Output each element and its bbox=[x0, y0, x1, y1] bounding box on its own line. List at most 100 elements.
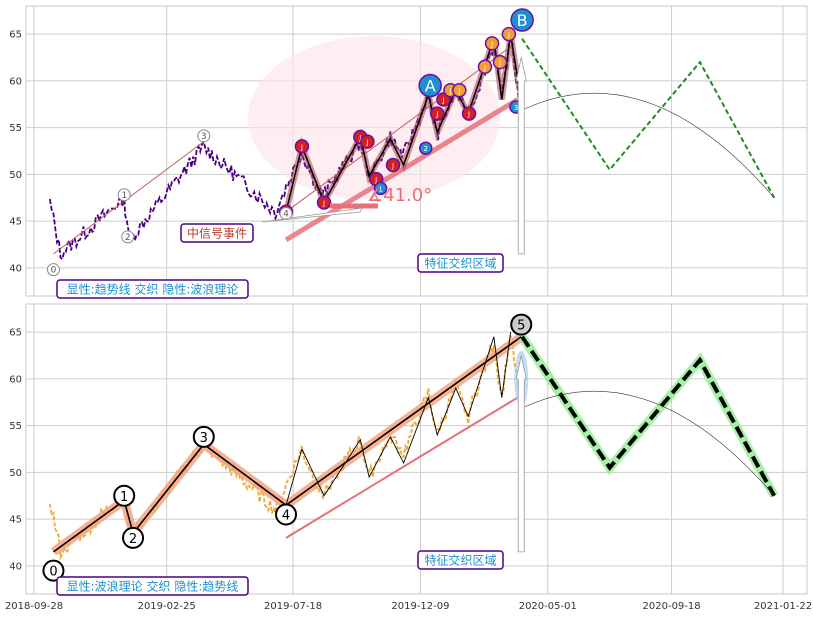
event-label-frame bbox=[180, 223, 254, 243]
big-marker-label: A bbox=[425, 77, 436, 96]
big-marker-a bbox=[418, 73, 442, 98]
wave-marker: J bbox=[484, 36, 500, 51]
wave-point-label: 4 bbox=[283, 209, 289, 219]
wave-marker-glyph: J bbox=[365, 139, 368, 147]
forecast-arc bbox=[524, 390, 775, 496]
y-tick-label: 50 bbox=[9, 468, 22, 479]
y-tick-label: 40 bbox=[9, 263, 22, 274]
wave-marker-dot bbox=[501, 26, 517, 42]
event-arrow bbox=[261, 207, 363, 223]
y-tick-label: 60 bbox=[9, 374, 22, 385]
wave-marker-dot bbox=[429, 106, 445, 121]
wave-marker: J bbox=[477, 59, 493, 75]
wave-marker-dot bbox=[316, 195, 332, 210]
corner-label: 显性:波浪理论 交织 隐性:趋势线 bbox=[67, 579, 239, 594]
wave-marker-glyph: J bbox=[457, 87, 460, 95]
signal-arrow bbox=[515, 57, 527, 255]
zone-label-frame bbox=[417, 550, 504, 570]
wave-marker: J bbox=[501, 26, 517, 42]
zigzag-line bbox=[285, 332, 512, 506]
wave-marker-glyph: J bbox=[483, 64, 486, 72]
wave-point-label: 2 bbox=[125, 233, 131, 243]
blue-wave-marker-label: 3 bbox=[514, 104, 518, 112]
y-tick-label: 40 bbox=[9, 561, 22, 572]
wave-marker-dot bbox=[452, 82, 467, 98]
wave-marker-glyph: J bbox=[467, 111, 470, 119]
wave-marker: J bbox=[452, 82, 467, 98]
wave-marker: J bbox=[360, 134, 375, 149]
wave-point-label: 1 bbox=[120, 490, 128, 505]
blue-wave-marker bbox=[373, 181, 388, 196]
angle-annotation: ∡41.0° bbox=[367, 185, 432, 206]
upper-trendline-2 bbox=[285, 43, 516, 213]
wave-marker-glyph: J bbox=[374, 176, 377, 184]
x-tick-label: 2020-09-18 bbox=[643, 601, 701, 612]
wave-marker: J bbox=[429, 106, 445, 121]
y-tick-label: 50 bbox=[9, 170, 22, 181]
wave-marker-dot bbox=[492, 54, 508, 70]
y-tick-label: 45 bbox=[9, 217, 22, 228]
y-tick-label: 45 bbox=[9, 515, 22, 526]
wave-marker-glyph: J bbox=[507, 31, 510, 39]
wave-point-label: 0 bbox=[49, 565, 57, 580]
wave-marker-glyph: J bbox=[441, 97, 444, 105]
panel-top: 404550556065JJJJJJJJJJJJJJJJ123AB01234∡4… bbox=[9, 5, 808, 299]
wave-marker: J bbox=[492, 54, 508, 70]
zone-label-box: 特征交织区域 bbox=[417, 550, 504, 570]
x-tick-label: 2019-07-18 bbox=[264, 601, 322, 612]
wave-point-4 bbox=[275, 503, 298, 526]
wave-point-label: 3 bbox=[200, 431, 208, 446]
wave-line bbox=[52, 336, 522, 553]
wave-marker: J bbox=[294, 139, 310, 154]
corner-label-frame bbox=[56, 279, 249, 299]
x-tick-label: 2019-12-09 bbox=[391, 601, 449, 612]
x-tick-label: 2018-09-28 bbox=[5, 601, 63, 612]
y-tick-label: 55 bbox=[9, 421, 22, 432]
big-marker-label: B bbox=[517, 11, 528, 30]
wave-point-label: 1 bbox=[121, 191, 127, 201]
wave-point-label: 4 bbox=[282, 508, 290, 523]
wave-marker-dot bbox=[484, 36, 500, 51]
corner-label-box: 显性:波浪理论 交织 隐性:趋势线 bbox=[56, 576, 249, 596]
big-marker-b bbox=[510, 8, 534, 32]
wave-marker-glyph: J bbox=[322, 199, 325, 207]
zone-label: 特征交织区域 bbox=[424, 553, 496, 568]
wave-marker-dot bbox=[385, 157, 401, 173]
wave-marker-glyph: J bbox=[300, 143, 303, 151]
wave-marker-glyph: J bbox=[448, 87, 451, 95]
wave-marker: J bbox=[385, 157, 401, 173]
support-trendline bbox=[284, 97, 520, 243]
wave-point-0 bbox=[42, 559, 65, 582]
y-tick-label: 65 bbox=[9, 328, 22, 339]
wave-marker-dot bbox=[461, 106, 477, 121]
signal-arrow bbox=[515, 355, 527, 553]
event-label-box: 中信号事件 bbox=[180, 223, 254, 243]
wave-point-label: 0 bbox=[51, 266, 57, 276]
corner-label: 显性:趋势线 交织 隐性:波浪理论 bbox=[67, 282, 239, 297]
wave-point-1 bbox=[117, 188, 131, 202]
forecast-path bbox=[521, 38, 776, 199]
y-tick-label: 60 bbox=[9, 76, 22, 87]
wave-marker-glyph: J bbox=[498, 59, 501, 67]
wave-marker-glyph: J bbox=[490, 40, 493, 48]
blue-wave-marker-label: 1 bbox=[378, 185, 382, 193]
zone-label-frame bbox=[417, 253, 504, 273]
forecast-path bbox=[520, 335, 776, 497]
wave-marker: J bbox=[461, 106, 477, 121]
wave-marker: J bbox=[316, 195, 332, 210]
blue-wave-marker bbox=[418, 141, 433, 155]
x-tick-label: 2020-05-01 bbox=[519, 601, 577, 612]
wave-point-label: 5 bbox=[517, 319, 525, 334]
wave-marker-dot bbox=[360, 134, 375, 149]
wave-point-3 bbox=[192, 425, 215, 448]
wave-marker-glyph: J bbox=[358, 134, 361, 142]
wave-point-1 bbox=[113, 484, 136, 507]
blue-wave-marker-label: 2 bbox=[424, 145, 428, 153]
wave-marker-glyph: J bbox=[391, 162, 394, 170]
corner-label-frame bbox=[56, 576, 249, 596]
plot-area bbox=[25, 303, 808, 595]
x-tick-label: 2021-01-22 bbox=[754, 601, 812, 612]
